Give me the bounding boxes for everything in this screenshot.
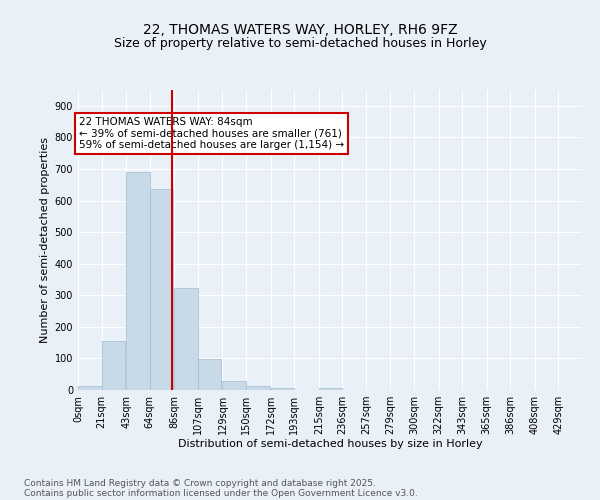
X-axis label: Distribution of semi-detached houses by size in Horley: Distribution of semi-detached houses by … <box>178 438 482 448</box>
Text: Contains HM Land Registry data © Crown copyright and database right 2025.: Contains HM Land Registry data © Crown c… <box>24 478 376 488</box>
Bar <box>78 386 101 390</box>
Bar <box>126 172 149 390</box>
Bar <box>101 341 125 390</box>
Bar <box>149 188 173 390</box>
Bar <box>246 386 269 390</box>
Text: Contains public sector information licensed under the Open Government Licence v3: Contains public sector information licen… <box>24 488 418 498</box>
Bar <box>198 358 221 390</box>
Text: Size of property relative to semi-detached houses in Horley: Size of property relative to semi-detach… <box>113 38 487 51</box>
Bar <box>223 380 246 390</box>
Bar <box>175 288 198 390</box>
Text: 22 THOMAS WATERS WAY: 84sqm
← 39% of semi-detached houses are smaller (761)
59% : 22 THOMAS WATERS WAY: 84sqm ← 39% of sem… <box>79 117 344 150</box>
Text: 22, THOMAS WATERS WAY, HORLEY, RH6 9FZ: 22, THOMAS WATERS WAY, HORLEY, RH6 9FZ <box>143 22 457 36</box>
Bar <box>271 388 294 390</box>
Y-axis label: Number of semi-detached properties: Number of semi-detached properties <box>40 137 50 343</box>
Bar <box>319 388 343 390</box>
